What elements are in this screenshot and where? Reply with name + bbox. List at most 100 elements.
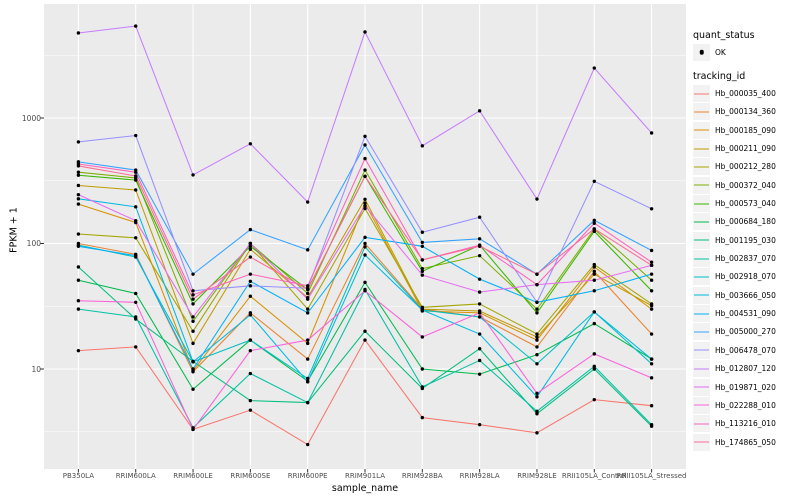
data-point-marker xyxy=(248,272,253,276)
data-point-marker xyxy=(649,278,654,282)
data-point-marker xyxy=(363,245,367,249)
data-point-marker xyxy=(420,308,425,312)
legend: quant_status OK tracking_id Hb_000035_40… xyxy=(693,30,799,451)
legend-spacer xyxy=(693,61,799,71)
data-point-marker xyxy=(305,341,310,346)
data-point-marker xyxy=(191,319,195,323)
legend-item: Hb_004531_090 xyxy=(693,304,799,323)
data-point-marker xyxy=(477,109,482,113)
data-point-marker xyxy=(363,253,367,257)
data-point-marker xyxy=(248,313,253,317)
data-point-marker xyxy=(76,265,81,269)
data-point-marker xyxy=(363,174,367,179)
data-point-marker xyxy=(592,310,596,314)
data-point-marker xyxy=(248,398,253,403)
legend-key-box xyxy=(693,415,710,433)
data-point-marker xyxy=(592,364,596,369)
legend-item: Hb_002918_070 xyxy=(693,268,799,286)
legend-key-box xyxy=(693,360,710,378)
data-point-marker xyxy=(191,367,195,371)
x-tick-label: PB350LA xyxy=(62,472,95,480)
legend-item-label: Hb_004531_090 xyxy=(715,309,776,319)
data-point-marker xyxy=(134,174,138,178)
series-color-line-icon xyxy=(694,404,709,406)
legend-key-box xyxy=(693,268,710,286)
data-point-marker xyxy=(477,302,482,306)
x-tick-label: RRIM928LE xyxy=(517,472,557,480)
series-color-line-icon xyxy=(694,258,709,260)
data-point-marker xyxy=(592,179,596,184)
data-point-marker xyxy=(649,302,654,306)
legend-item: Hb_002837_070 xyxy=(693,249,799,268)
data-point-marker xyxy=(420,305,425,310)
x-tick-label: RRIM600LE xyxy=(173,472,213,480)
legend-item-label: Hb_002918_070 xyxy=(715,272,776,282)
data-point-marker xyxy=(420,269,425,274)
series-color-line-icon xyxy=(694,349,709,351)
series-color-line-icon xyxy=(694,166,709,168)
legend-item: Hb_000134_360 xyxy=(693,103,799,121)
data-point-marker xyxy=(420,273,425,277)
series-color-line-icon xyxy=(694,111,709,113)
data-point-marker xyxy=(420,367,425,371)
data-point-marker xyxy=(420,144,425,148)
data-point-marker xyxy=(248,348,253,353)
data-point-marker xyxy=(76,140,81,144)
data-point-marker xyxy=(477,237,482,241)
data-point-marker xyxy=(363,134,367,138)
legend-key-box xyxy=(693,43,710,61)
data-point-marker xyxy=(649,362,654,366)
data-point-marker xyxy=(76,232,81,236)
data-point-marker xyxy=(134,218,138,223)
data-point-marker xyxy=(535,391,539,396)
legend-item: Hb_113216_010 xyxy=(693,415,799,433)
data-point-marker xyxy=(363,329,367,333)
data-point-marker xyxy=(592,227,596,231)
data-point-marker xyxy=(649,248,654,253)
data-point-marker xyxy=(477,332,482,336)
series-color-line-icon xyxy=(694,313,709,315)
legend-item: Hb_019871_020 xyxy=(693,378,799,396)
data-point-marker xyxy=(76,164,81,168)
data-point-marker xyxy=(305,400,310,405)
data-point-marker xyxy=(76,202,81,206)
ok-point-icon xyxy=(699,49,704,55)
data-point-marker xyxy=(649,272,654,276)
legend-item: Hb_001195_030 xyxy=(693,231,799,249)
data-point-marker xyxy=(248,294,253,298)
data-point-marker xyxy=(363,289,367,293)
data-point-marker xyxy=(592,367,596,371)
data-point-marker xyxy=(592,218,596,223)
legend-item-label: Hb_000211_090 xyxy=(715,144,776,154)
data-point-marker xyxy=(535,431,539,435)
data-point-marker xyxy=(191,302,195,306)
data-point-marker xyxy=(76,183,81,188)
x-tick-label: RRIM600LA xyxy=(115,472,156,480)
legend-item-label: Hb_003666_050 xyxy=(715,290,776,300)
data-point-marker xyxy=(134,178,138,182)
data-point-marker xyxy=(363,156,367,161)
series-color-line-icon xyxy=(694,93,709,95)
legend-item-label: Hb_006478_070 xyxy=(715,345,776,355)
data-point-marker xyxy=(191,289,195,293)
data-point-marker xyxy=(363,197,367,202)
data-point-marker xyxy=(248,371,253,376)
data-point-marker xyxy=(535,335,539,339)
legend-item: Hb_000573_040 xyxy=(693,194,799,213)
legend-key-box xyxy=(693,158,710,176)
legend-key-box xyxy=(693,286,710,304)
data-point-marker xyxy=(76,192,81,197)
data-point-marker xyxy=(363,206,367,211)
data-point-marker xyxy=(305,248,310,252)
legend-item: Hb_000211_090 xyxy=(693,139,799,158)
legend-key-box xyxy=(693,305,710,323)
data-point-marker xyxy=(592,321,596,326)
data-point-marker xyxy=(248,279,253,283)
y-tick-label: 100 xyxy=(26,239,41,248)
data-point-marker xyxy=(535,307,539,311)
x-tick-label: RRII105LA_Control xyxy=(561,472,627,480)
legend-key-box xyxy=(693,323,710,341)
legend-key-box xyxy=(693,396,710,414)
x-tick-label: RRIM600PE xyxy=(287,472,328,480)
legend-item-label: Hb_001195_030 xyxy=(715,235,776,245)
